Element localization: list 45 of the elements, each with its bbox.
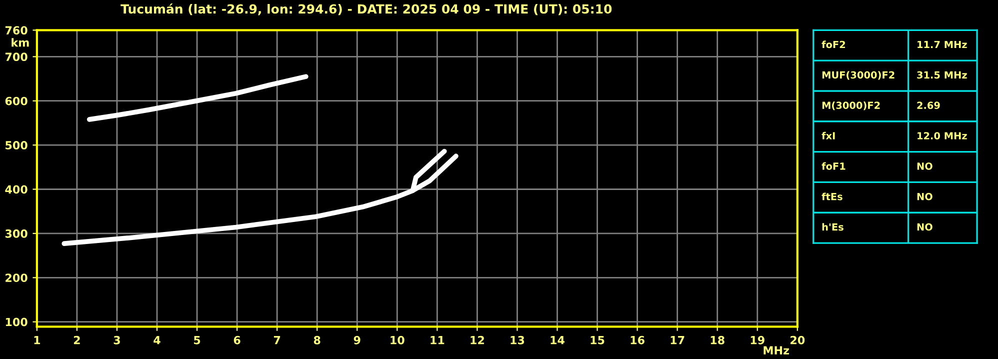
x-tick-label: 7 bbox=[274, 336, 280, 344]
x-axis-title: MHz bbox=[764, 346, 789, 354]
y-tick-label: 400 bbox=[5, 185, 28, 194]
x-tick-label: 13 bbox=[510, 336, 524, 344]
y-tick-label: 300 bbox=[5, 229, 28, 238]
x-tick-label: 6 bbox=[234, 336, 240, 344]
text: fxI bbox=[822, 132, 835, 140]
x-tick-label: 12 bbox=[470, 336, 484, 344]
x-tick-label: 5 bbox=[194, 336, 200, 344]
x-tick-label: 14 bbox=[550, 336, 564, 344]
x-tick-label: 3 bbox=[114, 336, 120, 344]
x-tick-label: 19 bbox=[750, 336, 764, 344]
text: M(3000)F2 bbox=[822, 101, 880, 110]
text: MUF(3000)F2 bbox=[822, 71, 894, 80]
y-tick-label: 600 bbox=[5, 96, 28, 106]
x-tick-label: 15 bbox=[590, 336, 604, 344]
text: 2.69 bbox=[917, 102, 940, 110]
y-tick-label: 500 bbox=[6, 141, 28, 150]
text: h'Es bbox=[822, 223, 844, 231]
text: 31.5 MHz bbox=[917, 71, 967, 79]
text: NO bbox=[917, 162, 932, 170]
text: foF2 bbox=[822, 40, 846, 48]
y-tick-label: 700 bbox=[5, 52, 28, 62]
x-tick-label: 11 bbox=[430, 336, 444, 344]
x-tick-label: 18 bbox=[710, 336, 724, 344]
text: 12.0 MHz bbox=[918, 132, 967, 140]
text: foF1 bbox=[822, 162, 846, 170]
x-tick-label: 9 bbox=[354, 336, 360, 344]
text: NO bbox=[917, 192, 932, 200]
x-tick-label: 8 bbox=[314, 336, 320, 344]
x-tick-label: 16 bbox=[630, 336, 644, 344]
text: ftEs bbox=[822, 192, 842, 200]
x-tick-label: 10 bbox=[390, 336, 404, 344]
text: NO bbox=[917, 223, 932, 231]
text: 11.7 MHz bbox=[918, 40, 967, 48]
y-tick-label: 100 bbox=[6, 318, 28, 326]
chart-title: Tucumán (lat: -26.9, lon: 294.6) - DATE: 2025 04 09 - TIME (UT): 05:10 bbox=[120, 3, 612, 16]
x-tick-label: 2 bbox=[74, 336, 80, 344]
x-tick-label: 20 bbox=[790, 336, 805, 344]
y-tick-label: 760 bbox=[5, 26, 28, 35]
y-axis-title: km bbox=[12, 38, 29, 47]
y-tick-label: 200 bbox=[6, 274, 28, 282]
x-tick-label: 1 bbox=[34, 336, 40, 344]
x-tick-label: 17 bbox=[670, 336, 684, 344]
x-tick-label: 4 bbox=[154, 336, 160, 344]
